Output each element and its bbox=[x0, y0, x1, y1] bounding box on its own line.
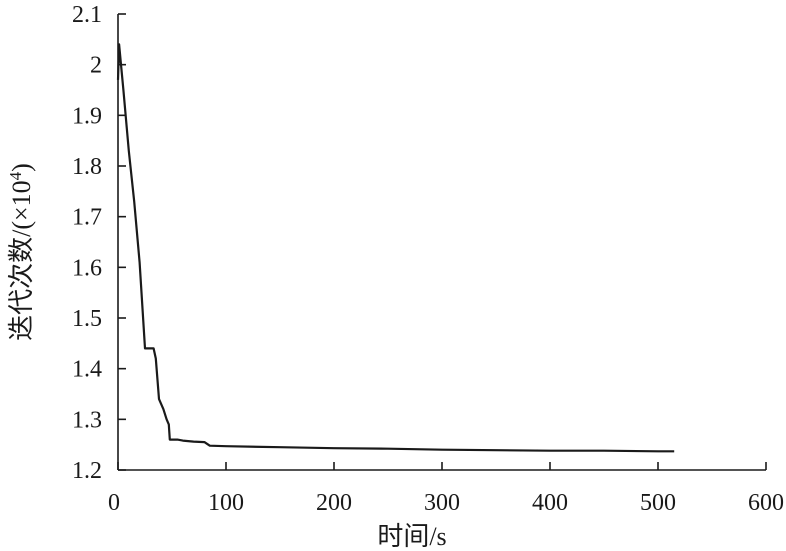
y-tick-label: 2.1 bbox=[72, 2, 102, 28]
x-tick-label: 100 bbox=[208, 490, 244, 516]
y-tick-label: 2 bbox=[90, 53, 102, 79]
y-axis-title: 迭代次数/(×104) bbox=[6, 163, 37, 341]
x-tick-label: 300 bbox=[424, 490, 460, 516]
y-tick-label: 1.6 bbox=[72, 255, 102, 281]
series-line bbox=[116, 43, 675, 453]
y-axis-ticks: 1.2 1.3 1.4 1.5 1.6 1.7 1.8 1.9 2 2.1 bbox=[72, 2, 126, 484]
y-tick-label: 1.8 bbox=[72, 154, 102, 180]
x-axis-title: 时间/s bbox=[377, 522, 446, 551]
x-tick-label: 0 bbox=[108, 490, 120, 516]
x-tick-label: 200 bbox=[316, 490, 352, 516]
y-axis-title-text: 迭代次数/(×10 bbox=[7, 180, 36, 341]
x-tick-label: 400 bbox=[532, 490, 568, 516]
y-tick-label: 1.7 bbox=[72, 205, 102, 231]
x-tick-label: 600 bbox=[748, 490, 784, 516]
y-axis-title-suffix: ) bbox=[7, 163, 36, 172]
x-tick-label: 500 bbox=[640, 490, 676, 516]
y-tick-label: 1.2 bbox=[72, 458, 102, 484]
y-tick-label: 1.4 bbox=[72, 357, 102, 383]
y-tick-label: 1.5 bbox=[72, 306, 102, 332]
x-axis-ticks: 0 100 200 300 400 500 600 bbox=[108, 462, 784, 516]
y-tick-label: 1.3 bbox=[72, 407, 102, 433]
y-axis-title-superscript: 4 bbox=[6, 171, 25, 180]
y-tick-label: 1.9 bbox=[72, 103, 102, 129]
